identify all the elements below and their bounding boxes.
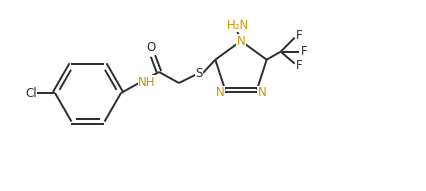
Text: N: N	[257, 86, 266, 99]
Text: O: O	[146, 40, 155, 53]
Text: N: N	[215, 86, 224, 99]
Text: Cl: Cl	[25, 87, 37, 100]
Text: S: S	[195, 66, 202, 79]
Text: F: F	[296, 59, 302, 72]
Text: F: F	[301, 45, 307, 58]
Text: NH: NH	[138, 75, 155, 88]
Text: H₂N: H₂N	[226, 19, 248, 32]
Text: N: N	[236, 35, 245, 48]
Text: F: F	[296, 29, 302, 42]
